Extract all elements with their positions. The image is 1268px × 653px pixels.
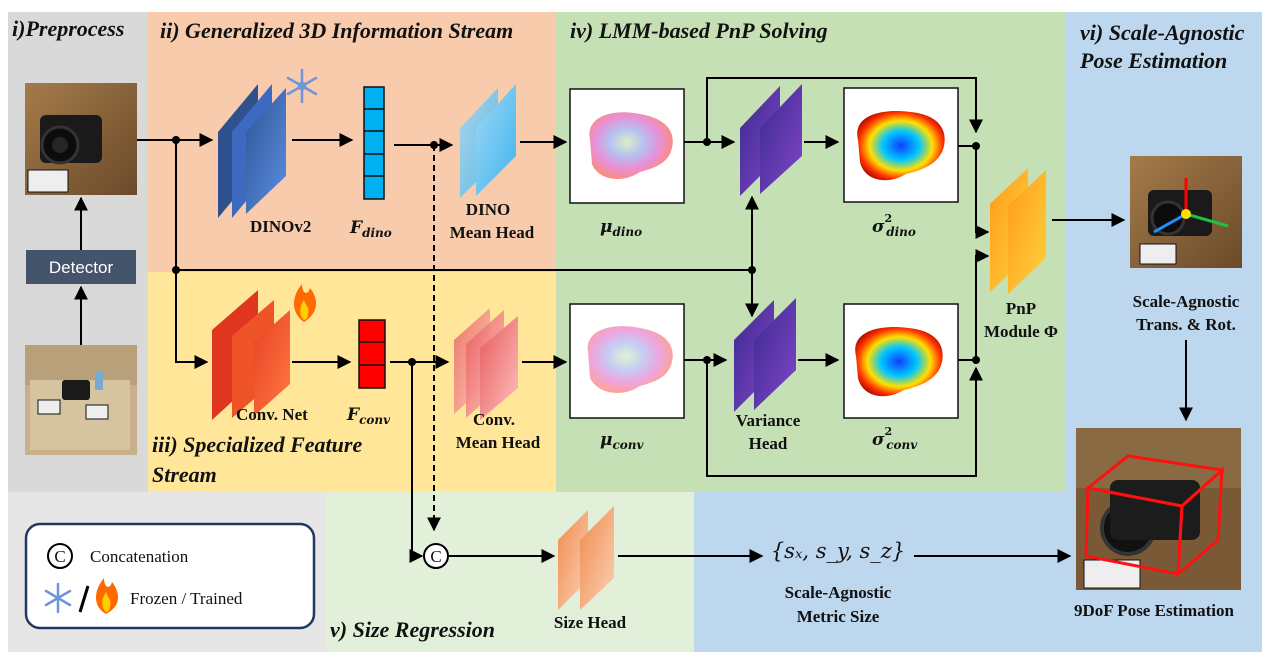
mu-conv-label: μconv	[600, 430, 644, 452]
scale-trans-label-2: Trans. & Rot.	[1136, 315, 1236, 334]
pnp-label-2: Module Φ	[984, 322, 1058, 341]
legend-flame-icon	[96, 578, 119, 614]
title-preprocess: i)Preprocess	[12, 16, 124, 41]
title-pnp: iv) LMM-based PnP Solving	[570, 18, 828, 43]
scale-agnostic-output-image	[1130, 156, 1242, 268]
input-crop-image	[25, 83, 137, 195]
title-size: v) Size Regression	[330, 617, 495, 642]
metric-size-label-2: Metric Size	[797, 607, 880, 626]
arrow-fconv-to-concat	[409, 362, 424, 563]
panel-pnp-bg	[556, 12, 1066, 492]
sigma-dino-label: σ2 dino	[872, 212, 916, 239]
pnp-module	[990, 168, 1046, 294]
sigma-dino-map	[843, 87, 959, 203]
title-specialized-2: Stream	[152, 462, 217, 487]
legend-frozen-trained: Frozen / Trained	[130, 589, 243, 608]
mu-dino-label: μdino	[600, 217, 642, 239]
scale-trans-label-1: Scale-Agnostic	[1133, 292, 1240, 311]
svg-text:C: C	[54, 547, 65, 566]
legend-snowflake-icon	[44, 582, 72, 614]
conv-mean-head-label-1: Conv.	[473, 410, 515, 429]
dinov2-encoder	[218, 84, 286, 218]
sigma-conv-label: σ2 conv	[872, 425, 918, 452]
concat-circle-icon: C	[423, 543, 449, 569]
legend: C Concatenation Frozen / Trained	[24, 522, 316, 630]
dino-mean-head	[460, 84, 516, 198]
panel-size-bg	[326, 492, 694, 652]
metric-size-label-1: Scale-Agnostic	[785, 583, 892, 602]
f-dino-feature	[363, 86, 385, 200]
size-head-label: Size Head	[554, 613, 627, 632]
flame-icon	[294, 284, 317, 322]
variance-head-label-2: Head	[749, 434, 788, 453]
arrow-crop-to-convnet	[175, 140, 209, 369]
legend-concatenation: Concatenation	[90, 547, 189, 566]
conv-net-encoder	[212, 290, 290, 420]
f-dino-label: Fdino	[349, 218, 392, 240]
dinov2-label: DINOv2	[250, 217, 311, 236]
arrow-muconv-to-pnp	[706, 360, 983, 477]
snowflake-icon	[286, 68, 318, 104]
mu-conv-map	[569, 303, 685, 419]
f-conv-label: Fconv	[346, 405, 391, 427]
pnp-label-1: PnP	[1006, 299, 1036, 318]
metric-size-set: {sₓ, s_y, s_z}	[771, 539, 905, 563]
legend-slash	[78, 585, 90, 613]
detector-box: Detector	[26, 250, 136, 284]
dino-mean-head-label-2: Mean Head	[450, 223, 535, 242]
title-scale-1: vi) Scale-Agnostic	[1080, 20, 1245, 45]
size-head	[558, 506, 614, 610]
final-output-label: 9DoF Pose Estimation	[1074, 601, 1234, 620]
svg-text:C: C	[430, 547, 441, 566]
conv-mean-head	[454, 308, 518, 420]
arrow-mudino-to-pnp	[706, 77, 983, 142]
title-specialized-1: iii) Specialized Feature	[152, 432, 362, 457]
variance-head-label-1: Variance	[736, 411, 801, 430]
detector-label: Detector	[49, 258, 114, 277]
final-9dof-image	[1076, 428, 1241, 590]
sigma-conv-map	[843, 303, 959, 419]
variance-head-dino	[740, 84, 802, 196]
conv-net-label: Conv. Net	[236, 405, 308, 424]
mu-dino-map	[569, 88, 685, 204]
dino-mean-head-label-1: DINO	[466, 200, 510, 219]
panel-metric-bg	[694, 492, 1066, 652]
f-conv-feature	[358, 319, 386, 389]
arrow-sigmadino-to-pnp	[958, 145, 990, 239]
title-scale-2: Pose Estimation	[1079, 48, 1227, 73]
arrow-sigmaconv-to-pnp	[958, 249, 990, 361]
legend-concat-icon	[47, 543, 73, 569]
variance-head-conv	[734, 298, 796, 412]
input-full-image	[25, 345, 137, 455]
title-generalized: ii) Generalized 3D Information Stream	[160, 18, 513, 43]
conv-mean-head-label-2: Mean Head	[456, 433, 541, 452]
